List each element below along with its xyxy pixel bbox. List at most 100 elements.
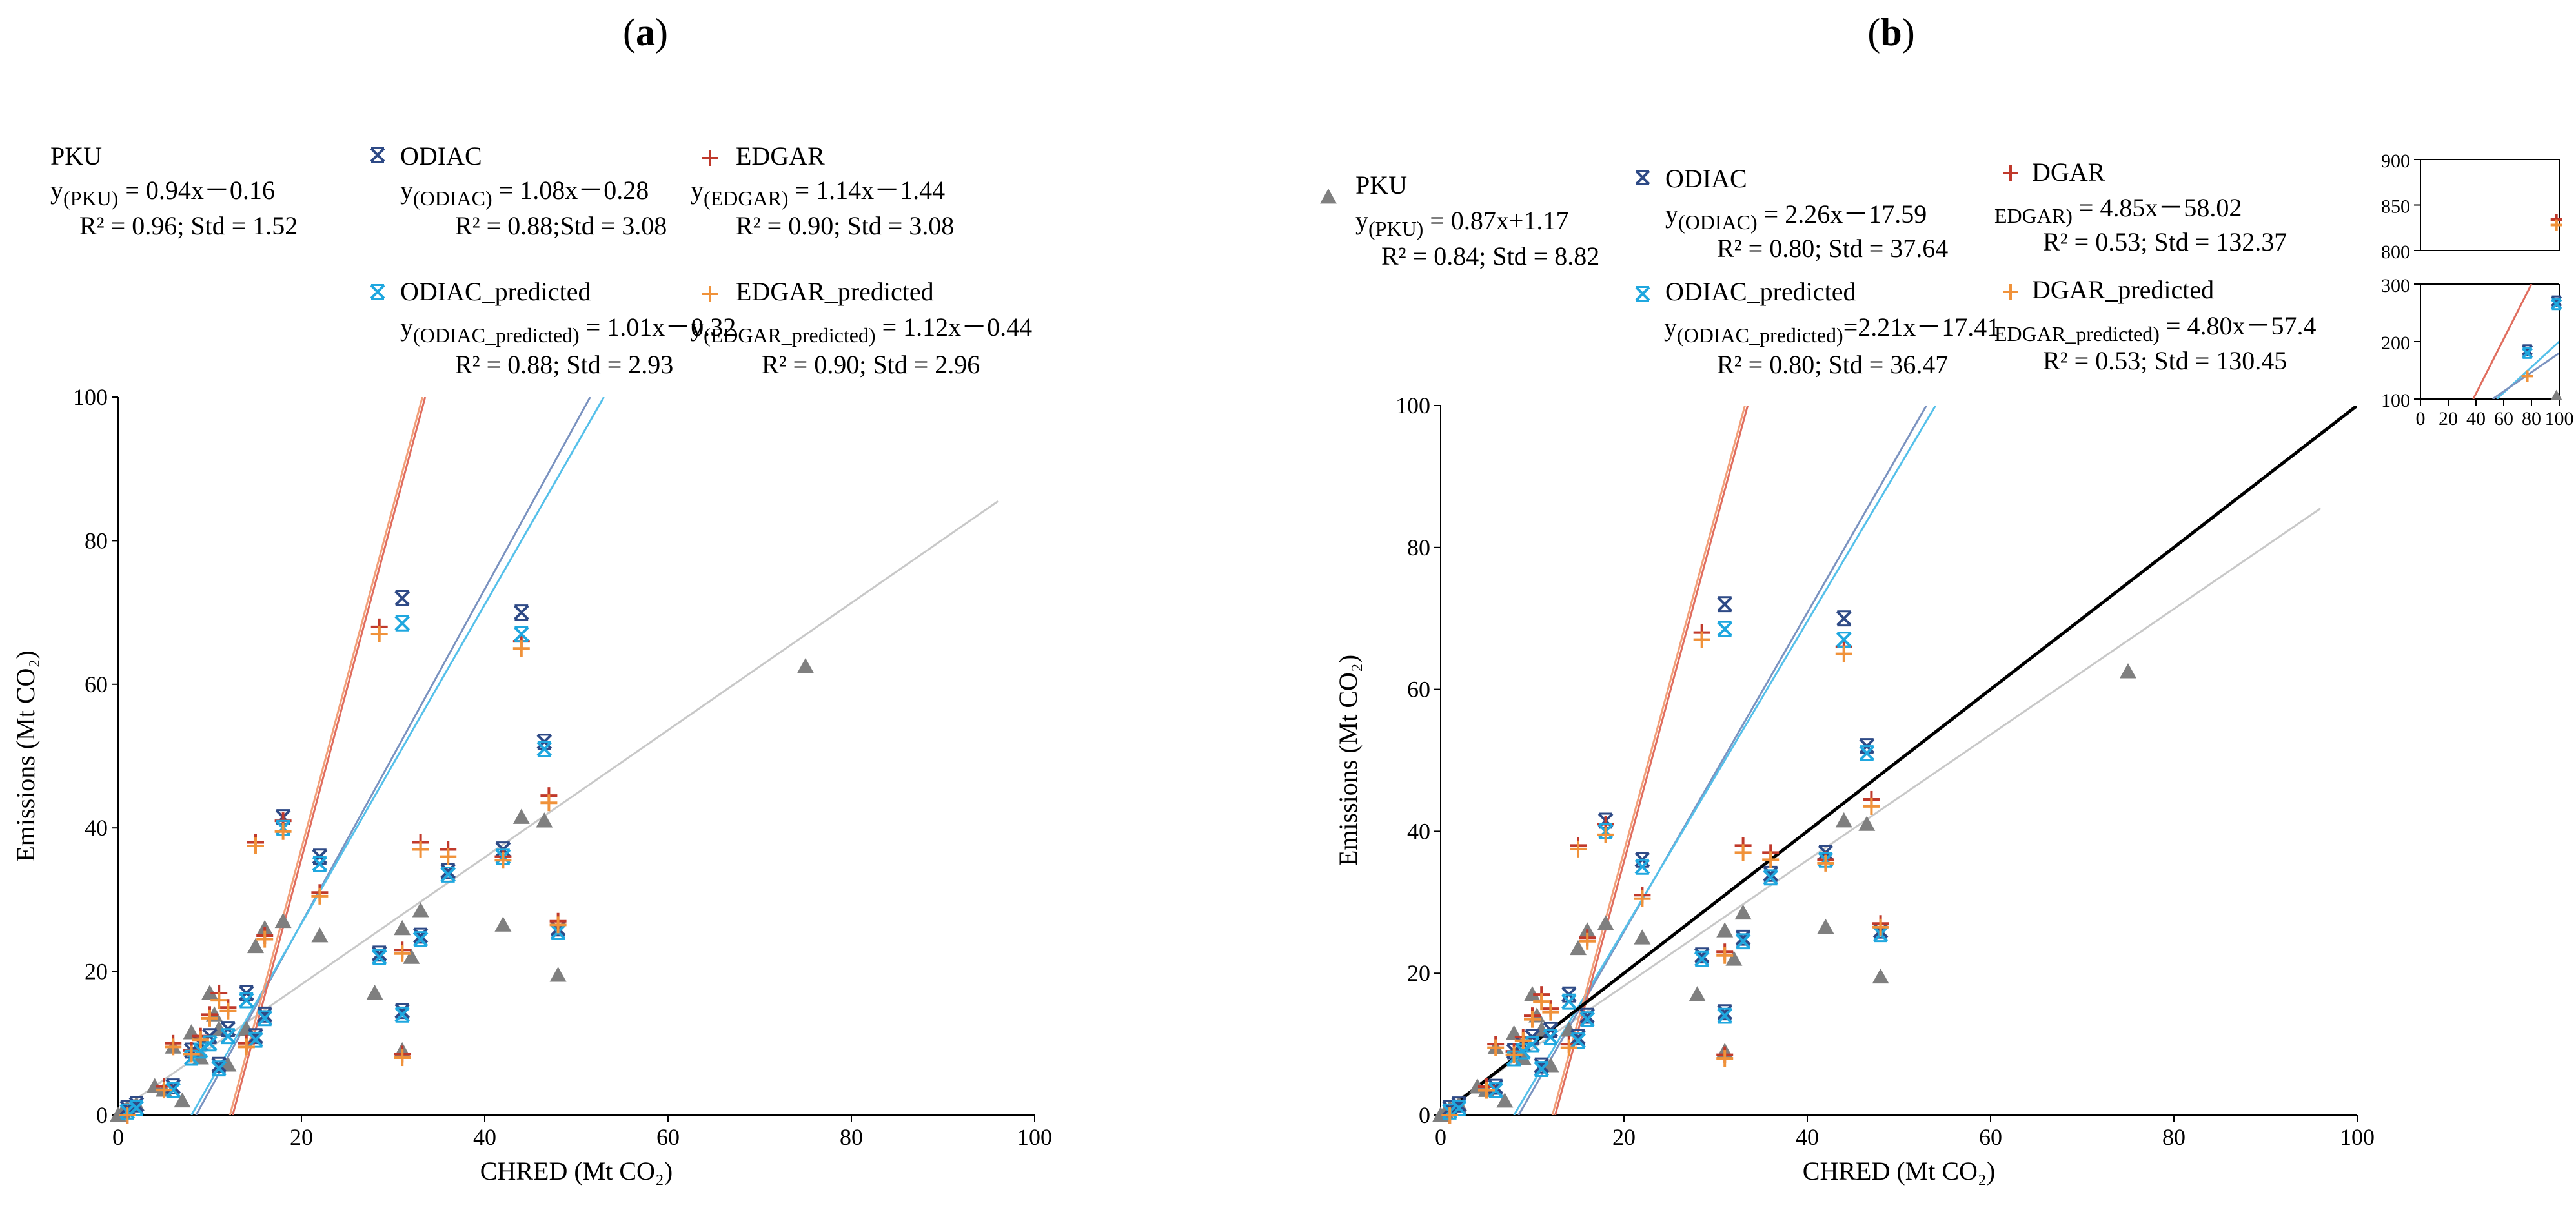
legend-marker xyxy=(2003,284,2018,300)
point-odiac-predicted-stroke xyxy=(165,1082,181,1098)
panel-b-legend: PKU y(PKU) = 0.87x+1.17 R² = 0.84; Std =… xyxy=(1320,158,2316,379)
point-edgar-predicted xyxy=(2521,370,2533,382)
x-tick-label: 80 xyxy=(840,1124,863,1150)
point-odiac-predicted-stroke xyxy=(1534,1061,1550,1077)
point-odiac-predicted-stroke xyxy=(248,1032,263,1048)
legend-marker xyxy=(370,147,385,163)
point-pku xyxy=(494,916,512,932)
point-odiac-predicted-stroke xyxy=(2551,298,2562,310)
point-edgar-predicted xyxy=(370,625,388,642)
point-edgar-predicted xyxy=(1441,1107,1459,1124)
point-pku xyxy=(1597,915,1614,930)
panel-b-plot: 0 20 40 60 80 100 0 20 40 60 80 100 CHRED (Mt CO₂) Em… xyxy=(1334,393,2375,1186)
point-odiac-predicted-stroke xyxy=(371,949,387,965)
y-tick-label: 300 xyxy=(2381,275,2410,296)
point-odiac-stroke xyxy=(2551,296,2562,307)
x-tick-label: 80 xyxy=(2162,1124,2186,1150)
point-odiac-predicted xyxy=(2521,347,2533,359)
point-odiac-predicted-stroke xyxy=(1488,1082,1504,1098)
legend-b-odiacp-eq: y(ODIAC_predicted)=2.21x－17.41 xyxy=(1664,313,2000,347)
point-odiac-predicted xyxy=(1543,1029,1559,1045)
point-edgar-predicted xyxy=(219,1002,237,1020)
y-tick-label: 100 xyxy=(1395,393,1430,418)
point-odiac-predicted-stroke xyxy=(238,992,254,1008)
point-odiac-predicted xyxy=(1763,869,1779,886)
x-axis-title: CHRED (Mt CO₂) xyxy=(480,1156,673,1186)
point-edgar-predicted xyxy=(1487,1039,1505,1056)
legend-a-pku-name: PKU xyxy=(50,141,102,170)
fit-line-edgar-predicted xyxy=(228,397,423,1115)
point-odiac-predicted xyxy=(1579,1011,1596,1028)
x-tick-label: 40 xyxy=(473,1124,496,1150)
legend-marker xyxy=(702,286,718,302)
point-pku xyxy=(174,1092,191,1108)
legend-b-edgarp-stats: R² = 0.53; Std = 130.45 xyxy=(2043,346,2287,375)
point-edgar-predicted xyxy=(183,1045,200,1063)
point-odiac-predicted-stroke xyxy=(128,1100,145,1116)
point-edgar-predicted xyxy=(192,1031,209,1049)
point-odiac-predicted-stroke xyxy=(1543,1029,1559,1045)
point-pku xyxy=(1542,1057,1559,1073)
point-odiac-predicted-stroke xyxy=(1859,745,1875,761)
point-odiac xyxy=(394,590,411,606)
point-odiac-stroke xyxy=(394,1003,411,1019)
point-odiac-predicted xyxy=(1859,745,1875,761)
point-odiac xyxy=(1836,610,1852,627)
fit-line-edgar xyxy=(232,397,427,1115)
x-tick-label: 0 xyxy=(112,1124,124,1150)
point-odiac-stroke xyxy=(394,590,411,606)
point-odiac-stroke xyxy=(1451,1096,1467,1113)
point-pku xyxy=(512,808,530,824)
y-tick-label: 0 xyxy=(96,1102,108,1128)
point-pku xyxy=(247,938,264,954)
y-tick-label: 60 xyxy=(85,672,108,697)
x-tick-label: 100 xyxy=(2545,408,2574,429)
point-pku xyxy=(2120,663,2136,679)
point-pku xyxy=(549,967,567,982)
y-tick-label: 80 xyxy=(1407,535,1430,560)
point-odiac-predicted xyxy=(394,1006,411,1023)
legend-marker xyxy=(1320,189,1337,204)
point-odiac-predicted xyxy=(1735,933,1751,950)
legend-b-odiac-eq: y(ODIAC) = 2.26x－17.59 xyxy=(1665,200,1927,234)
point-edgar-predicted xyxy=(540,794,558,812)
point-odiac-predicted xyxy=(211,1060,227,1077)
point-odiac-predicted xyxy=(1717,1007,1733,1024)
point-odiac-predicted xyxy=(1694,950,1710,967)
legend-a-edgarp-eq: y(EDGAR_predicted) = 1.12x－0.44 xyxy=(691,313,1032,347)
point-odiac-predicted-stroke xyxy=(1451,1100,1467,1116)
fit-line-edgar xyxy=(1554,406,1749,1115)
point-odiac-predicted-stroke xyxy=(440,867,456,883)
point-odiac-predicted-stroke xyxy=(1634,859,1650,875)
legend-a-odiacp-eq: y(ODIAC_predicted) = 1.01x－0.32 xyxy=(400,313,736,347)
legend-b-odiacp-stats: R² = 0.80; Std = 36.47 xyxy=(1717,350,1948,379)
point-edgar-predicted xyxy=(256,930,274,948)
point-pku xyxy=(1496,1093,1514,1108)
point-odiac-predicted-stroke xyxy=(211,1060,227,1076)
point-edgar-predicted xyxy=(1505,1046,1523,1063)
legend-a-edgar-eq: y(EDGAR) = 1.14x－1.44 xyxy=(691,176,945,210)
point-odiac-predicted xyxy=(2551,298,2562,311)
legend-a-edgar-name: EDGAR xyxy=(736,141,825,170)
x-tick-label: 80 xyxy=(2522,408,2541,429)
legend-a-edgarp-name: EDGAR_predicted xyxy=(736,277,934,306)
panel-b-label: (b) xyxy=(1867,11,1914,54)
point-pku xyxy=(2550,389,2562,400)
panel-a-label: (a) xyxy=(623,11,668,54)
point-odiac-predicted xyxy=(1488,1082,1504,1098)
point-edgar-predicted xyxy=(156,1082,172,1099)
point-edgar-predicted xyxy=(1570,840,1587,858)
point-edgar-predicted xyxy=(494,852,512,869)
point-edgar-predicted xyxy=(1597,826,1614,843)
point-odiac-stroke xyxy=(1570,1029,1586,1045)
x-tick-label: 60 xyxy=(1979,1124,2002,1150)
point-pku xyxy=(1689,986,1706,1001)
point-odiac xyxy=(1717,596,1733,613)
point-edgar-predicted xyxy=(512,640,530,657)
fit-lines xyxy=(1441,406,2357,1115)
legend-b-edgar-name: DGAR xyxy=(2032,158,2105,187)
legend-marker-stroke xyxy=(1635,170,1650,185)
point-edgar-predicted xyxy=(412,841,429,858)
point-pku xyxy=(1872,968,1889,984)
